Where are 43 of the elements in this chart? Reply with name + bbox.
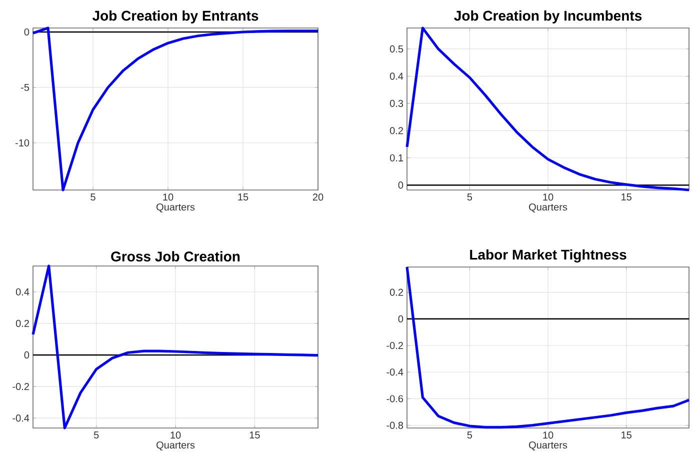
y-tick-label: 0.3 [390,100,404,107]
y-tick-label: -10 [15,139,30,146]
line-series [32,264,320,430]
y-tick-label: -0.4 [386,368,404,376]
x-axis-title: Quarters [529,203,568,212]
y-tick-label: -0.2 [12,382,29,390]
y-tick-label: -5 [21,84,30,91]
x-tick-label: 5 [467,194,472,201]
line-series [406,26,690,192]
x-tick-label: 20 [312,194,324,201]
x-tick-label: 10 [543,432,554,439]
y-tick-label: 0.4 [390,72,404,80]
y-tick-label: 0.1 [390,154,403,162]
x-axis-title: Quarters [156,203,195,212]
y-tick-label: -0.6 [386,395,404,402]
y-tick-label: 0 [398,315,404,322]
x-tick-label: 10 [543,194,554,201]
x-tick-label: 15 [238,194,248,201]
y-tick-label: 0 [24,28,30,36]
x-tick-label: 5 [90,194,96,201]
y-tick-label: 0 [24,351,30,359]
x-tick-label: 15 [250,432,260,439]
x-tick-label: 5 [467,432,472,439]
x-tick-label: 5 [94,432,99,439]
chart-title: Labor Market Tightness [470,249,626,262]
y-tick-label: 0.2 [390,288,403,296]
y-tick-label: 0.2 [16,320,29,327]
y-tick-label: 0.5 [390,45,404,53]
x-tick-label: 15 [622,432,632,439]
x-axis-title: Quarters [529,441,568,450]
chart-title: Job Creation by Entrants [92,10,258,24]
y-tick-label: -0.2 [386,342,403,350]
y-tick-label: -0.4 [12,414,30,422]
x-tick-label: 10 [163,194,174,201]
x-tick-label: 15 [622,194,632,201]
y-tick-label: -0.8 [386,422,404,429]
y-tick-label: 0.2 [390,127,403,134]
y-tick-label: 0 [398,182,404,189]
x-tick-label: 10 [170,432,181,439]
chart-title: Job Creation by Incumbents [454,10,642,24]
chart-title: Gross Job Creation [111,251,240,262]
y-tick-label: 0.4 [16,288,30,296]
x-axis-title: Quarters [156,441,195,450]
